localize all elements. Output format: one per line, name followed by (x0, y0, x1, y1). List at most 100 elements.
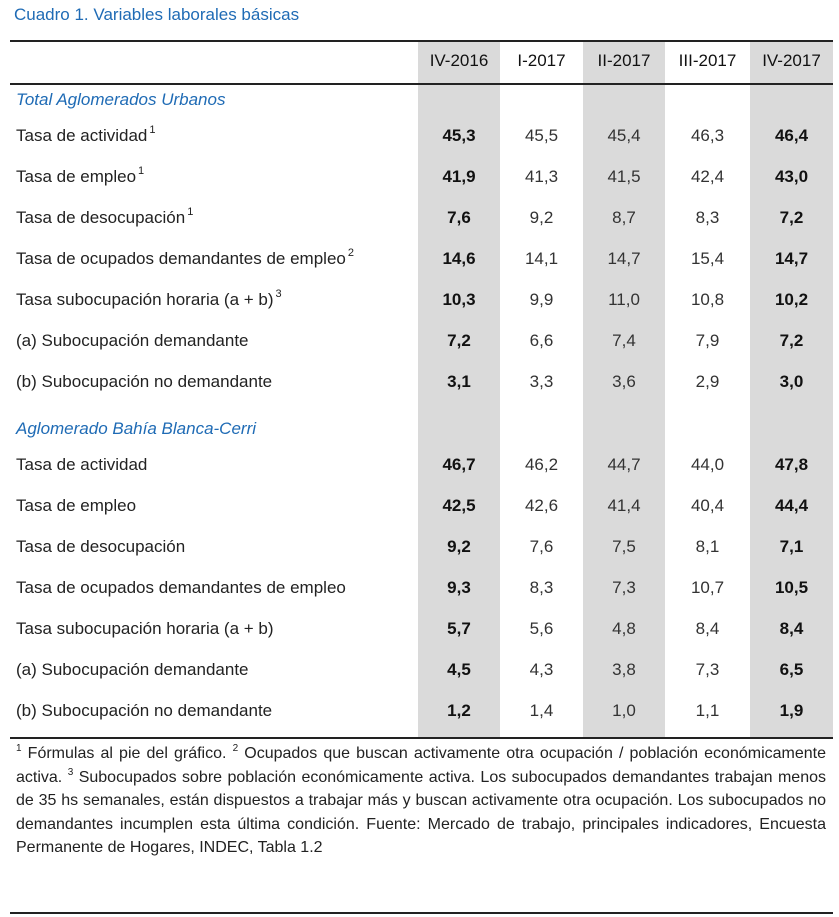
table-cell: 10,7 (690, 578, 725, 597)
table-row: Tasa de empleo 42,5 42,6 41,4 40,4 44,4 (10, 485, 833, 526)
table-row: Tasa de ocupados demandantes de empleo 2 1… (10, 238, 833, 279)
footnote-marker: 2 (347, 247, 354, 259)
table-cell: 1,9 (779, 701, 804, 720)
table-row: (a) Subocupación demandante 7,2 6,6 7,4 7,9 7… (10, 320, 833, 361)
table-cell: 9,2 (447, 537, 471, 556)
table-cell: 8,7 (612, 208, 636, 227)
table-cell: 7,9 (695, 331, 720, 350)
table-cell: 46,2 (524, 455, 559, 474)
table-cell: 40,4 (690, 496, 725, 515)
table-row: Tasa de desocupación 1 7,6 9,2 8,7 8,3 7,2 (10, 197, 833, 238)
row-label-text: Tasa de desocupación (16, 537, 186, 556)
table-cell: 14,1 (524, 249, 559, 268)
table-cell: 7,5 (612, 537, 636, 556)
table-row: (a) Subocupación demandante 4,5 4,3 3,8 7,3 6… (10, 649, 833, 690)
table-row: Tasa de ocupados demandantes de empleo 9,… (10, 567, 833, 608)
table-cell: 1,4 (529, 701, 554, 720)
table-cell: 7,4 (612, 331, 636, 350)
row-label: (b) Subocupación no demandante (16, 361, 272, 402)
table-cell: 10,8 (690, 290, 725, 309)
table-cell: 3,6 (612, 372, 636, 391)
table-cell: 46,7 (442, 455, 476, 474)
row-label: Tasa de actividad (16, 444, 147, 485)
table-cell: 10,2 (774, 290, 809, 309)
row-label-text: Tasa subocupación horaria (a + b) (16, 619, 274, 638)
footnote-marker: 1 (149, 124, 156, 136)
row-label: Tasa de desocupación (16, 526, 185, 567)
table-cell: 41,3 (524, 167, 559, 186)
table-cell: 47,8 (774, 455, 809, 474)
row-label-text: Tasa subocupación horaria (a + b) (16, 290, 274, 309)
footnote-number: 1 (16, 743, 22, 754)
footnotes: 1 Fórmulas al pie del gráfico. 2 Ocupado… (16, 742, 826, 860)
table-bottom-rule (10, 737, 833, 739)
table-cell: 41,5 (607, 167, 641, 186)
table-cell: 42,6 (524, 496, 559, 515)
table-cell: 7,2 (779, 331, 804, 350)
column-header: III-2017 (678, 51, 737, 70)
footnote-marker: 3 (275, 288, 282, 300)
table-cell: 46,4 (774, 126, 809, 145)
table-cell: 11,0 (608, 290, 640, 309)
table-cell: 14,6 (442, 249, 476, 268)
table-row: Tasa subocupación horaria (a + b) 3 10,3 9,… (10, 279, 833, 320)
row-label: (a) Subocupación demandante (16, 320, 249, 361)
row-label: Tasa de actividad 1 (16, 115, 156, 156)
table-cell: 46,3 (690, 126, 725, 145)
table-cell: 7,6 (529, 537, 554, 556)
table-row: Tasa subocupación horaria (a + b) 5,7 5,6 4… (10, 608, 833, 649)
table-cell: 41,4 (607, 496, 641, 515)
row-label-text: Tasa de actividad (16, 126, 148, 145)
row-label: Tasa de ocupados demandantes de empleo 2 (16, 238, 354, 279)
row-label: Tasa de empleo 1 (16, 156, 144, 197)
row-label-text: Tasa de empleo (16, 167, 137, 186)
table-cell: 3,1 (447, 372, 471, 391)
table-cell: 44,4 (774, 496, 809, 515)
table-cell: 15,4 (690, 249, 725, 268)
row-label-text: (a) Subocupación demandante (16, 331, 249, 350)
column-header: IV-2017 (762, 51, 821, 70)
section-heading: Total Aglomerados Urbanos (16, 90, 226, 109)
table-cell: 8,4 (779, 619, 804, 638)
footnote-text: Ocupados que buscan activamente otra ocu… (16, 745, 826, 786)
footnote-marker: 1 (138, 165, 145, 177)
table-cell: 7,6 (447, 208, 471, 227)
table-cell: 7,2 (447, 331, 471, 350)
table-cell: 9,3 (447, 578, 471, 597)
table-cell: 9,2 (529, 208, 554, 227)
row-label-text: (b) Subocupación no demandante (16, 701, 273, 720)
table-cell: 1,1 (695, 701, 720, 720)
column-header: I-2017 (517, 51, 566, 70)
footnote-number: 3 (67, 766, 74, 778)
table-cell: 44,0 (690, 455, 725, 474)
footer-rule (10, 912, 833, 914)
table-cell: 14,7 (774, 249, 809, 268)
row-label-text: Tasa de desocupación (16, 208, 186, 227)
row-label: Tasa de ocupados demandantes de empleo (16, 567, 346, 608)
table-cell: 7,1 (779, 537, 804, 556)
table-title: Cuadro 1. Variables laborales básicas (14, 5, 300, 24)
table-cell: 45,4 (607, 126, 641, 145)
table-cell: 10,5 (774, 578, 809, 597)
table-cell: 42,4 (690, 167, 725, 186)
row-label: Tasa subocupación horaria (a + b) 3 (16, 279, 282, 320)
table-top-rule (10, 40, 833, 42)
table-cell: 3,3 (529, 372, 554, 391)
table-cell: 14,7 (607, 249, 641, 268)
table-cell: 8,3 (529, 578, 554, 597)
footnote-marker: 1 (187, 206, 194, 218)
table-cell: 45,5 (524, 126, 559, 145)
table-row: Tasa de actividad 1 45,3 45,5 45,4 46,3 46,4 (10, 115, 833, 156)
table-cell: 41,9 (442, 167, 476, 186)
section-heading: Aglomerado Bahía Blanca-Cerri (16, 419, 257, 438)
table-cell: 6,5 (779, 660, 804, 679)
table-row: Tasa de desocupación 9,2 7,6 7,5 8,1 7,1 (10, 526, 833, 567)
row-label-text: Tasa de empleo (16, 496, 137, 515)
table-cell: 44,7 (607, 455, 641, 474)
table-row: Tasa de empleo 1 41,9 41,3 41,5 42,4 43,0 (10, 156, 833, 197)
row-label-text: (b) Subocupación no demandante (16, 372, 273, 391)
table-cell: 4,5 (447, 660, 471, 679)
table-cell: 8,3 (695, 208, 720, 227)
shaded-column-iv-2017 (750, 42, 833, 737)
table-cell: 7,3 (695, 660, 720, 679)
